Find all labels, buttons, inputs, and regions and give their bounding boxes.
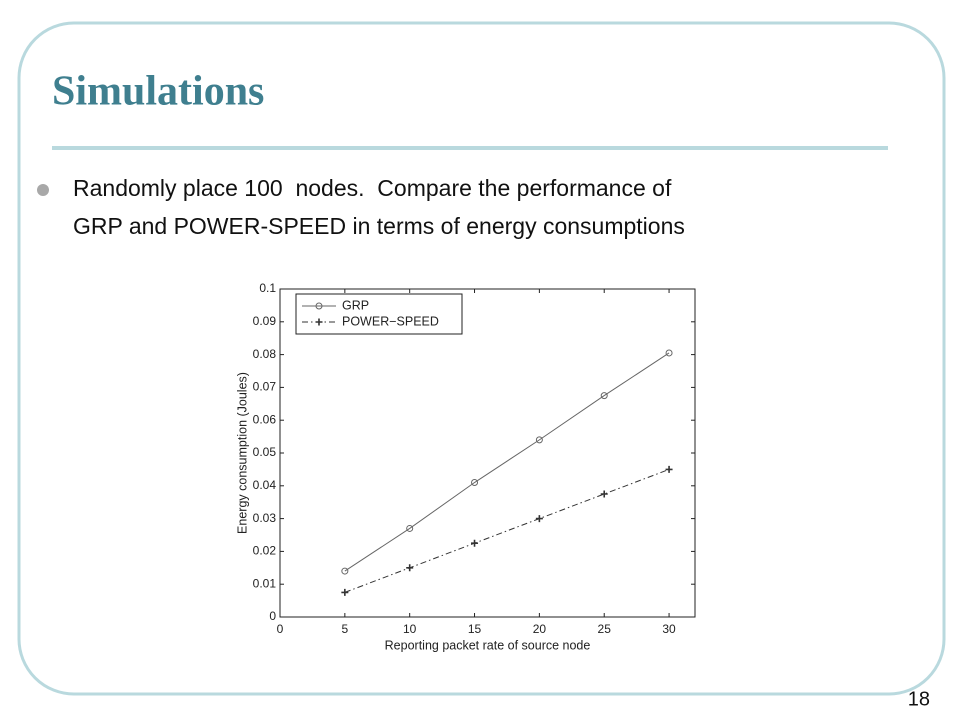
chart: 0 0.01 0.02 0.03 0.04 0.05 0.06 0.07 0.08 0.09 0.1… (235, 281, 696, 652)
point (665, 465, 673, 473)
y-axis-label: Energy consumption (Joules) (235, 372, 249, 534)
x-tick-label: 25 (598, 622, 612, 636)
y-tick-label: 0.01 (253, 576, 277, 590)
point (535, 515, 543, 523)
x-tick-label: 10 (403, 622, 417, 636)
y-tick-label: 0 (269, 609, 276, 623)
legend-label: GRP (342, 298, 369, 312)
x-tick-label: 30 (662, 622, 676, 636)
x-tick-label: 20 (533, 622, 547, 636)
y-tick-label: 0.06 (253, 412, 277, 426)
x-tick-label: 15 (468, 622, 482, 636)
point (341, 588, 349, 596)
legend-marker (315, 318, 323, 326)
slide-title: Simulations (52, 69, 264, 115)
point (600, 490, 608, 498)
plot-area (279, 288, 696, 618)
y-tick-label: 0.05 (253, 445, 277, 459)
y-tick-label: 0.1 (259, 281, 276, 295)
x-axis-label: Reporting packet rate of source node (385, 638, 591, 652)
bullet-text: GRP and POWER-SPEED in terms of energy c… (73, 213, 685, 239)
x-tick-label: 5 (342, 622, 349, 636)
bullet-dot (37, 184, 49, 196)
point (471, 479, 479, 487)
bullet-text: Randomly place 100 nodes. Compare the pe… (73, 175, 672, 201)
y-tick-label: 0.09 (253, 314, 277, 328)
legend-label: POWER−SPEED (342, 314, 439, 328)
y-tick-label: 0.03 (253, 511, 277, 525)
point (665, 349, 673, 357)
point (406, 564, 414, 572)
x-tick-label: 0 (277, 622, 284, 636)
y-tick-label: 0.02 (253, 544, 277, 558)
y-tick-label: 0.04 (253, 478, 277, 492)
series-line (344, 468, 670, 593)
y-tick-label: 0.07 (253, 380, 277, 394)
legend-marker (315, 302, 323, 310)
page-number: 18 (908, 688, 930, 710)
point (471, 539, 479, 547)
point (600, 392, 608, 400)
point (535, 436, 543, 444)
legend-box (295, 293, 463, 335)
point (406, 524, 414, 532)
series-line (344, 352, 670, 572)
slide-frame (17, 21, 946, 696)
point (341, 567, 349, 575)
y-tick-label: 0.08 (253, 347, 277, 361)
